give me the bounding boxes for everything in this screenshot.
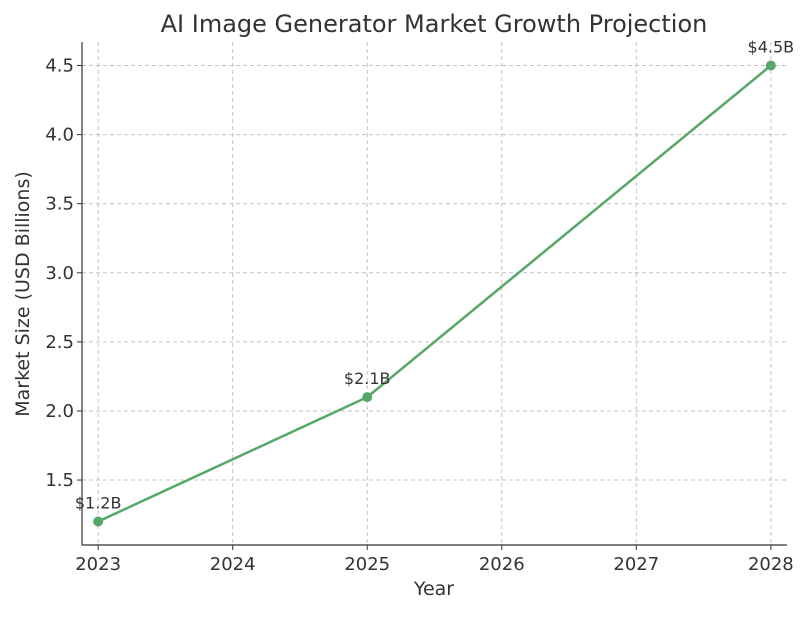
data-point bbox=[362, 392, 373, 403]
y-tick-label: 4.5 bbox=[45, 55, 74, 76]
x-tick-label: 2026 bbox=[479, 554, 525, 575]
y-tick-label: 3.5 bbox=[45, 194, 74, 215]
y-tick-label: 2.5 bbox=[45, 332, 74, 353]
axis-spines bbox=[81, 42, 787, 546]
y-tick-label: 4.0 bbox=[45, 125, 74, 146]
data-label: $2.1B bbox=[344, 369, 391, 388]
chart-title: AI Image Generator Market Growth Project… bbox=[161, 10, 708, 38]
data-labels: $1.2B $2.1B $4.5B bbox=[75, 37, 794, 512]
x-tick-label: 2025 bbox=[344, 554, 390, 575]
x-tick-label: 2024 bbox=[210, 554, 256, 575]
data-label: $4.5B bbox=[748, 37, 795, 56]
y-axis-title: Market Size (USD Billions) bbox=[12, 171, 34, 417]
x-axis-title: Year bbox=[413, 578, 454, 600]
y-tick-label: 3.0 bbox=[45, 263, 74, 284]
axes: 2023 2024 2025 2026 2027 2028 1.5 2.0 2.5 3.0 3.5 4… bbox=[45, 42, 794, 575]
grid bbox=[82, 42, 787, 545]
series bbox=[93, 60, 776, 527]
x-tick-label: 2028 bbox=[748, 554, 794, 575]
y-tick-label: 1.5 bbox=[45, 470, 74, 491]
data-point bbox=[765, 60, 776, 71]
x-tick-label: 2027 bbox=[613, 554, 659, 575]
x-tick-label: 2023 bbox=[75, 554, 121, 575]
data-label: $1.2B bbox=[75, 494, 122, 513]
y-tick-label: 2.0 bbox=[45, 401, 74, 422]
data-point bbox=[93, 516, 104, 527]
series-line bbox=[96, 64, 773, 523]
